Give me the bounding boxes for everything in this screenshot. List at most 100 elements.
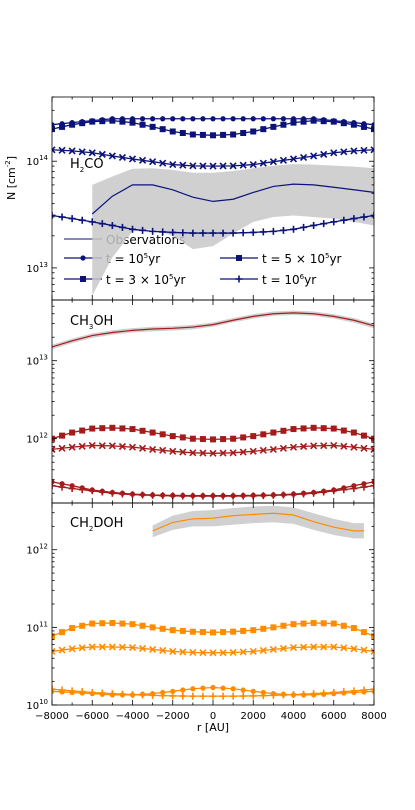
data-point-square: [149, 624, 156, 631]
data-point-plus: [300, 490, 308, 498]
data-point-plus: [229, 692, 237, 700]
data-point-x: [52, 647, 56, 655]
data-point-square: [179, 434, 186, 441]
data-point-plus: [320, 689, 328, 697]
legend-t2-marker: [220, 255, 258, 261]
y-axis-label: N [cm-2]: [4, 156, 18, 200]
data-point-square: [199, 131, 206, 138]
data-point-circle: [230, 686, 236, 692]
data-point-square: [169, 627, 176, 634]
data-point-x: [88, 441, 96, 450]
y-tick-label: 1010: [26, 698, 48, 712]
data-point-plus: [108, 489, 116, 497]
data-point-plus: [189, 492, 197, 500]
data-point-square: [340, 427, 347, 434]
data-point-circle: [180, 687, 186, 693]
data-point-x: [159, 646, 167, 654]
data-point-x: [299, 153, 308, 162]
data-point-circle: [200, 116, 206, 122]
data-point-x: [98, 643, 106, 651]
data-point-x: [259, 646, 267, 654]
x-tick-label: 6000: [321, 711, 346, 722]
data-point-circle: [270, 116, 276, 122]
data-point-square: [310, 619, 317, 626]
x-tick-label: 8000: [361, 711, 386, 722]
data-point-plus: [129, 225, 136, 233]
data-point-circle: [139, 116, 146, 122]
data-point-plus: [340, 216, 348, 224]
data-point-x: [169, 161, 177, 169]
x-tick-label: −2000: [156, 711, 190, 722]
data-point-x: [330, 643, 338, 651]
data-point-plus: [239, 692, 247, 700]
data-point-plus: [52, 211, 56, 219]
data-point-square: [69, 121, 76, 128]
data-point-plus: [68, 215, 76, 223]
data-point-x: [340, 148, 348, 156]
data-point-plus: [78, 688, 86, 696]
data-point-square: [230, 435, 237, 442]
data-point-x: [239, 161, 247, 169]
data-point-square: [109, 117, 116, 124]
data-point-x: [128, 643, 137, 652]
observation-line: [52, 312, 374, 348]
data-point-square: [119, 620, 126, 627]
x-tick-label: −6000: [75, 711, 109, 722]
data-point-x: [138, 644, 147, 653]
data-point-plus: [149, 227, 157, 235]
x-tick-label: 2000: [241, 711, 266, 722]
data-point-plus: [269, 227, 277, 235]
data-point-square: [280, 121, 287, 128]
data-point-square: [330, 620, 337, 627]
data-point-square: [260, 126, 267, 133]
data-point-square: [280, 427, 287, 434]
data-point-square: [270, 429, 277, 436]
data-point-square: [159, 431, 166, 438]
data-point-plus: [78, 486, 86, 494]
data-point-plus: [320, 220, 328, 228]
data-point-x: [98, 442, 106, 450]
data-point-circle: [210, 116, 216, 122]
data-point-circle: [220, 685, 226, 691]
data-point-circle: [160, 116, 166, 122]
data-point-plus: [129, 691, 136, 699]
data-point-x: [370, 445, 374, 453]
data-point-square: [270, 624, 277, 631]
data-point-square: [99, 118, 106, 125]
data-point-x: [330, 441, 338, 450]
data-point-plus: [169, 228, 177, 236]
data-point-plus: [370, 685, 374, 693]
data-point-x: [58, 646, 66, 654]
observation-band: [152, 505, 364, 539]
data-point-plus: [300, 223, 308, 231]
data-point-square: [129, 119, 136, 126]
data-point-x: [340, 442, 348, 450]
data-point-x: [239, 648, 247, 656]
data-point-x: [289, 643, 298, 652]
data-point-x: [229, 162, 237, 170]
data-point-plus: [229, 492, 237, 500]
data-point-x: [128, 443, 137, 451]
data-point-x: [78, 644, 86, 652]
data-point-square: [139, 427, 146, 434]
data-point-x: [209, 162, 217, 170]
data-point-square: [250, 433, 257, 440]
data-point-square: [290, 426, 297, 433]
data-point-x: [159, 159, 167, 167]
data-point-plus: [58, 483, 66, 491]
data-point-plus: [330, 487, 338, 495]
data-point-square: [129, 426, 136, 433]
data-point-plus: [149, 491, 157, 499]
data-point-square: [330, 118, 337, 125]
data-point-plus: [259, 692, 267, 700]
data-point-plus: [219, 692, 227, 700]
data-point-x: [269, 645, 277, 653]
data-point-plus: [149, 691, 157, 699]
data-point-square: [159, 126, 166, 133]
data-point-x: [118, 153, 127, 162]
data-point-plus: [290, 225, 297, 233]
data-point-x: [179, 448, 187, 456]
data-point-x: [68, 147, 76, 155]
y-tick-label: 1012: [26, 543, 48, 557]
